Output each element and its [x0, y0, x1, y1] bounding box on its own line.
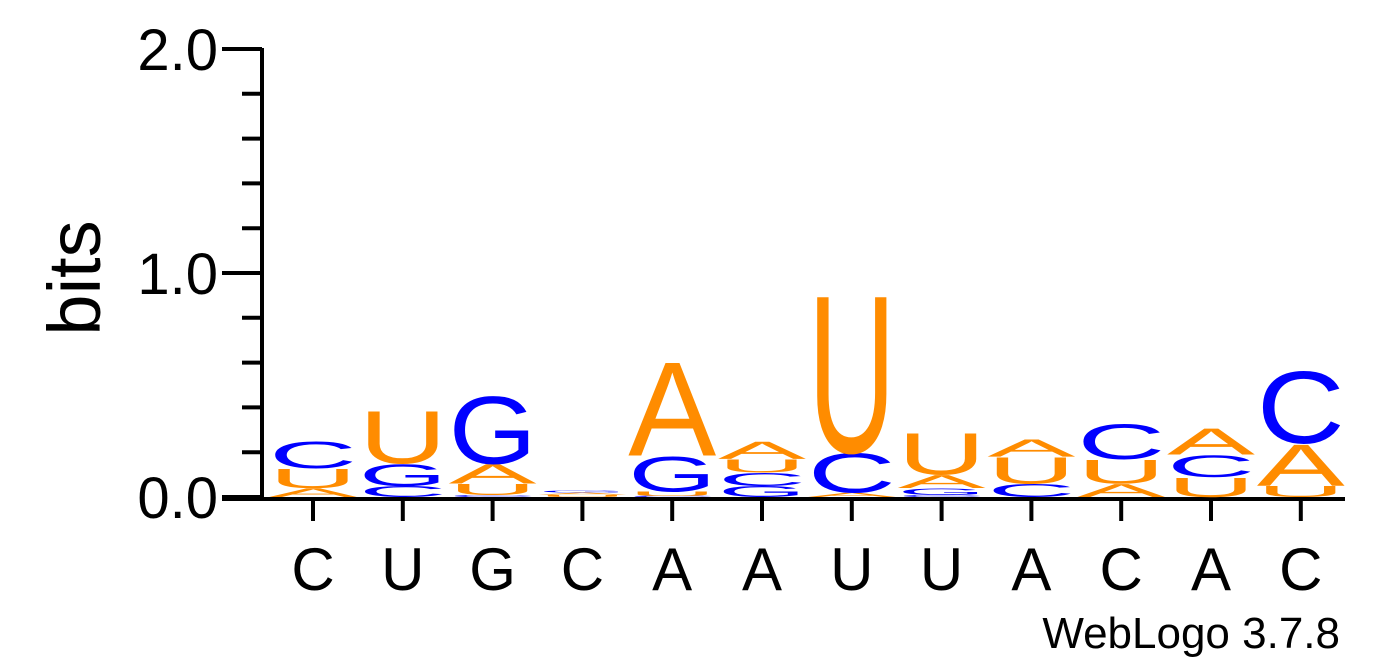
logo-letter: C — [898, 494, 986, 497]
logo-letter: A — [628, 334, 716, 484]
x-tick-label: U — [830, 536, 873, 603]
x-tick-label: G — [469, 536, 516, 603]
logo-letter: U — [898, 421, 986, 487]
logo-letter: A — [898, 471, 986, 492]
x-tick-label: C — [561, 536, 604, 603]
logo-letter: U — [1077, 452, 1165, 490]
x-tick-label: A — [742, 536, 782, 603]
logo-letter: A — [808, 491, 897, 498]
logo-letter: U — [359, 396, 447, 480]
y-tick-label-1: 1.0 — [137, 242, 218, 307]
x-tick-label: A — [652, 536, 692, 603]
x-tick-label: U — [920, 536, 963, 603]
logo-letter: C — [808, 442, 896, 505]
x-ticks — [311, 499, 1303, 521]
logo-letter: A — [718, 437, 807, 465]
logo-letter: C — [269, 434, 357, 476]
y-axis-title: bits — [33, 220, 116, 335]
logo-letter: C — [1167, 448, 1255, 483]
logo-letter: G — [538, 490, 626, 493]
x-tick-label: U — [381, 536, 424, 603]
logo-letter: U — [718, 456, 806, 477]
x-tick-label: C — [291, 536, 334, 603]
y-tick-label-2: 2.0 — [137, 18, 218, 83]
x-tick-label: A — [1011, 536, 1051, 603]
logo-letter: A — [1257, 432, 1346, 499]
logo-letter: U — [1167, 472, 1255, 504]
y-axis: 0.0 1.0 2.0 bits — [33, 18, 264, 531]
logo-letter: U — [449, 481, 537, 498]
y-tick-label-0: 0.0 — [137, 466, 218, 531]
x-tick-label: C — [1100, 536, 1143, 603]
logo-letter: A — [449, 458, 538, 489]
y-ticks — [222, 47, 262, 499]
logo-letter: G — [628, 446, 716, 502]
logo-letter: A — [269, 486, 358, 500]
logo-letter: U — [269, 463, 357, 495]
logo-letter: U — [808, 249, 896, 500]
logo-letter: C — [449, 494, 537, 497]
logo-letter: A — [1167, 420, 1255, 462]
logo-letter: U — [1257, 483, 1345, 500]
logo-letter: A — [987, 434, 1076, 462]
x-tick-label: A — [1191, 536, 1231, 603]
logo-letter: C — [1077, 414, 1165, 470]
logo-letter: G — [898, 486, 986, 497]
logo-letter: A — [1077, 480, 1165, 501]
logo-letter: A — [538, 492, 627, 495]
logo-letter: C — [359, 483, 447, 500]
logo-letter: C — [628, 496, 716, 498]
logo-letter: C — [987, 480, 1075, 501]
logo-letter: U — [538, 494, 626, 497]
logo-letter: C — [1257, 350, 1345, 465]
logo-letter: U — [628, 490, 716, 497]
logo-letter: G — [718, 483, 806, 500]
logo-letter: U — [987, 450, 1075, 492]
logo-letter: C — [718, 469, 806, 490]
logo-letter: G — [449, 377, 537, 485]
logo-letter: G — [359, 458, 447, 493]
footer-text: WebLogo 3.7.8 — [1042, 609, 1340, 658]
x-tick-label: C — [1279, 536, 1322, 603]
